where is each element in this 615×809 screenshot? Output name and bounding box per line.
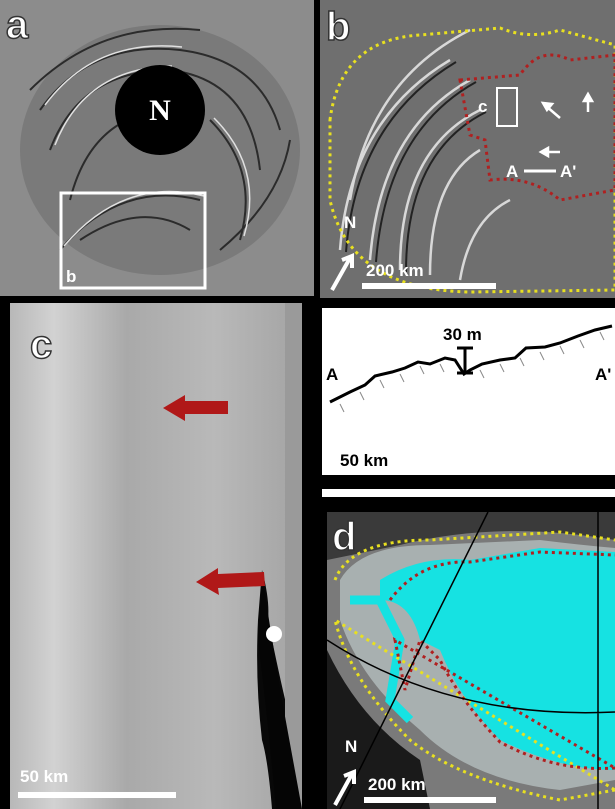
scale-label: 50 km (20, 767, 68, 786)
separator (322, 489, 615, 497)
figure: N b a c A A' N 200 km b (0, 0, 615, 809)
scale-label: 200 km (366, 261, 424, 280)
panel-label: a (6, 3, 29, 47)
height-label: 30 m (443, 325, 482, 344)
section-start: A (326, 365, 338, 384)
panel-c: 50 km c (10, 303, 302, 809)
panel-d: N 200 km d (327, 512, 615, 809)
panel-label: c (30, 323, 52, 367)
scale-label: 50 km (340, 451, 388, 470)
section-end: A' (595, 365, 611, 384)
pole-label: N (149, 94, 171, 127)
scale-bar (364, 797, 496, 803)
section-end: A' (560, 162, 576, 181)
profile-panel: 30 m A A' 50 km (322, 308, 615, 475)
inset-label: b (66, 267, 76, 286)
section-start: A (506, 162, 518, 181)
panel-label: d (332, 515, 356, 559)
panel-label: b (326, 5, 350, 49)
panel-c-image (10, 303, 302, 809)
scale-label: 200 km (368, 775, 426, 794)
location-dot (266, 626, 282, 642)
north-label: N (345, 737, 357, 756)
inset-label: c (478, 97, 487, 116)
scale-bar (362, 283, 496, 289)
panel-a: N b a (0, 0, 314, 296)
panel-b: c A A' N 200 km b (320, 0, 615, 298)
scale-bar (18, 792, 176, 798)
north-label: N (344, 213, 356, 232)
